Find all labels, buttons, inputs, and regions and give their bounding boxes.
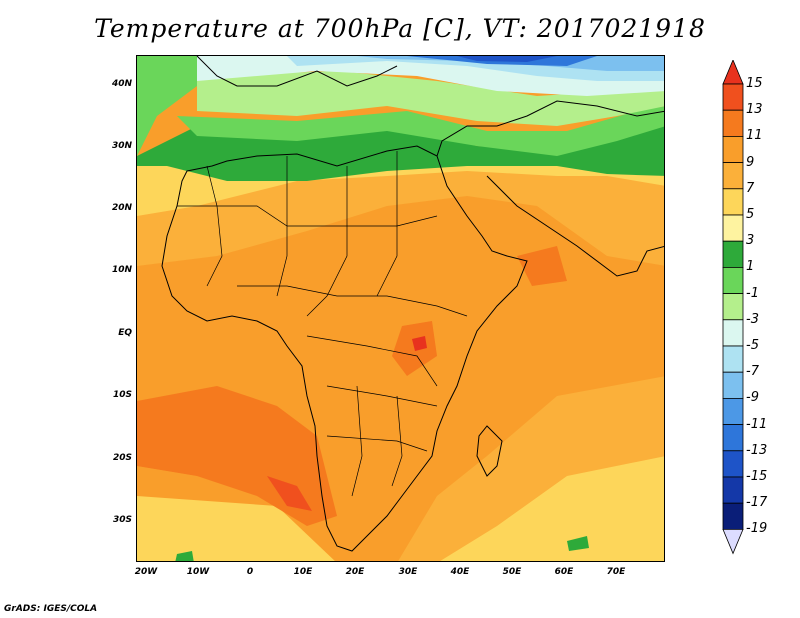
colorbar-box	[722, 397, 744, 425]
temperature-field-minus1-band	[177, 106, 664, 156]
colorbar-box	[722, 424, 744, 452]
colorbar	[722, 60, 744, 555]
temperature-field-13-namibia	[267, 476, 312, 511]
lat-label: 30N	[111, 141, 132, 151]
africa-coastline	[161, 145, 528, 552]
lon-label: 10E	[293, 567, 313, 577]
colorbar-label: 11	[746, 128, 763, 144]
temperature-field-5-south	[440, 456, 664, 561]
lat-label: 10S	[112, 390, 132, 400]
colorbar-box	[722, 240, 744, 268]
temperature-map	[136, 55, 665, 562]
arabia-coastline	[486, 175, 664, 277]
lon-label: 70E	[606, 567, 626, 577]
border-sahara-1	[177, 205, 438, 227]
colorbar-label: 7	[746, 180, 755, 196]
lon-label: 60E	[554, 567, 574, 577]
colorbar-label: -19	[746, 521, 768, 537]
colorbar-label: 13	[746, 102, 763, 118]
border-central-1	[306, 335, 438, 387]
colorbar-box	[722, 188, 744, 216]
colorbar-box	[722, 476, 744, 504]
colorbar-box	[722, 345, 744, 373]
colorbar-label: -3	[746, 311, 759, 327]
lat-label: 20N	[111, 203, 132, 213]
colorbar-label: 9	[746, 154, 755, 170]
map-canvas	[137, 56, 664, 561]
colorbar-box	[722, 502, 744, 530]
lon-label: 20E	[345, 567, 365, 577]
lon-label: 40E	[450, 567, 470, 577]
chart-title: Temperature at 700hPa [C], VT: 201702191…	[94, 14, 706, 43]
colorbar-arrow-top	[722, 60, 744, 85]
temperature-field-minus15-band	[457, 56, 557, 62]
colorbar-label: -7	[746, 364, 759, 380]
lon-label: 30E	[398, 567, 418, 577]
colorbar-label: -17	[746, 495, 768, 511]
colorbar-box	[722, 136, 744, 164]
lon-label: 20W	[134, 567, 158, 577]
border-sahara-5	[376, 151, 398, 297]
colorbar-box	[722, 162, 744, 190]
border-south-1	[326, 435, 428, 452]
colorbar-box	[722, 450, 744, 478]
border-sahara-4	[306, 166, 348, 317]
colorbar-box	[722, 109, 744, 137]
temperature-field-5-southwest	[137, 496, 335, 561]
border-sahara-3	[276, 156, 288, 297]
colorbar-box	[722, 319, 744, 347]
country-borders	[177, 151, 468, 497]
coastlines	[161, 56, 664, 552]
lon-label: 0	[246, 567, 254, 577]
lat-label: 30S	[112, 515, 132, 525]
lat-label: 20S	[112, 453, 132, 463]
colorbar-label: -1	[746, 285, 759, 301]
colorbar-label: 3	[746, 233, 755, 249]
temperature-field-minus1-atlantic	[137, 56, 197, 156]
colorbar-box	[722, 83, 744, 111]
lon-label: 50E	[502, 567, 522, 577]
colorbar-box	[722, 214, 744, 242]
temperature-field-1-patch-se	[567, 536, 589, 551]
lat-label: 40N	[111, 79, 132, 89]
europe-coastline	[196, 56, 398, 87]
temperature-field-1-patch-sw	[175, 551, 194, 561]
border-sahel	[237, 285, 468, 317]
lon-label: 10W	[186, 567, 210, 577]
colorbar-label: -15	[746, 469, 768, 484]
lat-label: EQ	[118, 328, 132, 338]
madagascar-coastline	[476, 425, 503, 477]
colorbar-box	[722, 371, 744, 399]
temperature-field-11-somalia	[517, 246, 567, 286]
colorbar-label: -11	[746, 416, 768, 432]
colorbar-label: -13	[746, 442, 768, 458]
temperature-field-15-lakes	[412, 336, 427, 351]
colorbar-arrow-bottom	[722, 528, 744, 555]
colorbar-label: 15	[746, 76, 763, 91]
temperature-field-minus3-band	[197, 71, 664, 126]
middle-east-coastline	[436, 100, 664, 157]
colorbar-label: -5	[746, 338, 759, 353]
colorbar-box	[722, 293, 744, 321]
credit-text: GrADS: IGES/COLA	[4, 604, 98, 614]
border-south-2	[351, 385, 363, 497]
border-sahara-2	[206, 165, 223, 287]
border-central-2	[326, 385, 438, 407]
lat-label: 10N	[111, 265, 132, 275]
colorbar-label: -9	[746, 390, 759, 406]
colorbar-label: 1	[746, 259, 755, 275]
colorbar-box	[722, 266, 744, 294]
colorbar-label: 5	[746, 207, 755, 222]
border-south-3	[391, 395, 403, 487]
